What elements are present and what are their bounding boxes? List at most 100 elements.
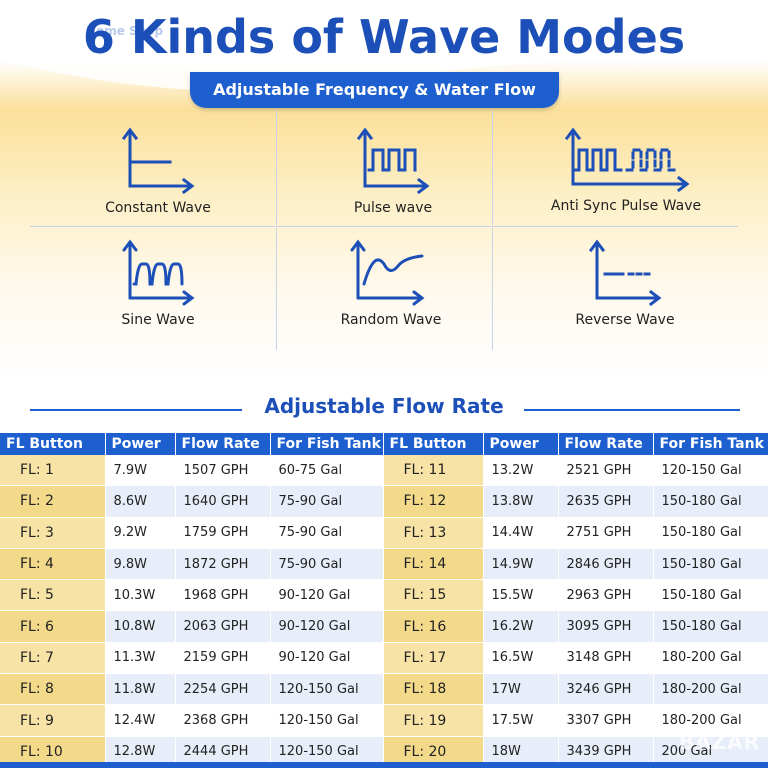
mode-label: Random Wave: [340, 312, 442, 328]
constant-wave-icon: [121, 127, 195, 195]
table-cell: 2963 GPH: [558, 579, 654, 612]
watermark-bottom: BAZAR: [678, 730, 760, 754]
mode-label: Sine Wave: [121, 312, 195, 328]
table-cell: 90-120 Gal: [270, 579, 384, 612]
header-flow-rate: Flow Rate: [558, 433, 654, 455]
table-cell: 10.8W: [105, 610, 176, 643]
header-fl-button: FL Button: [383, 433, 484, 455]
header-power: Power: [105, 433, 176, 455]
table-row: FL: 5 10.3W 1968 GPH 90-120 Gal FL: 15 15.5W 2…: [0, 579, 768, 612]
fl-button-cell: FL: 15: [383, 579, 484, 612]
table-cell: 9.8W: [105, 548, 176, 581]
wave-modes-grid: Constant Wave Pulse wave Anti Sync Pulse…: [0, 110, 768, 350]
table-cell: 120-150 Gal: [270, 673, 384, 706]
table-row: FL: 6 10.8W 2063 GPH 90-120 Gal FL: 16 16.2W 3…: [0, 610, 768, 643]
fl-button-cell: FL: 9: [0, 704, 106, 737]
mode-random-wave: Random Wave: [276, 236, 506, 346]
background-wave: [0, 0, 768, 420]
table-cell: 2159 GPH: [175, 642, 271, 675]
random-wave-icon: [350, 239, 425, 306]
table-cell: 3307 GPH: [558, 704, 654, 737]
fl-button-cell: FL: 13: [383, 517, 484, 549]
table-row: FL: 7 11.3W 2159 GPH 90-120 Gal FL: 17 16.5W 3…: [0, 642, 768, 675]
mode-anti-sync-pulse-wave: Anti Sync Pulse Wave: [511, 124, 741, 234]
table-cell: 120-150 Gal: [270, 704, 384, 737]
grid-divider: [30, 226, 738, 227]
grid-divider: [276, 228, 277, 350]
subtitle-banner: Adjustable Frequency & Water Flow: [190, 72, 559, 108]
grid-divider: [276, 110, 277, 225]
table-cell: 14.4W: [483, 517, 559, 549]
table-cell: 11.8W: [105, 673, 176, 706]
table-cell: 75-90 Gal: [270, 548, 384, 581]
fl-button-cell: FL: 8: [0, 673, 106, 706]
table-cell: 11.3W: [105, 642, 176, 675]
grid-divider: [492, 228, 493, 350]
anti-sync-pulse-wave-icon: [564, 127, 690, 193]
table-cell: 9.2W: [105, 517, 176, 549]
page-title: 6 Kinds of Wave Modes: [82, 10, 686, 64]
table-cell: 10.3W: [105, 579, 176, 612]
table-cell: 75-90 Gal: [270, 485, 384, 518]
table-cell: 150-180 Gal: [653, 517, 768, 549]
table-cell: 150-180 Gal: [653, 485, 768, 518]
table-cell: 120-150 Gal: [653, 455, 768, 487]
table-cell: 1872 GPH: [175, 548, 271, 581]
table-cell: 3246 GPH: [558, 673, 654, 706]
fl-button-cell: FL: 19: [383, 704, 484, 737]
table-cell: 90-120 Gal: [270, 610, 384, 643]
mode-reverse-wave: Reverse Wave: [510, 236, 740, 346]
table-cell: 2063 GPH: [175, 610, 271, 643]
table-cell: 180-200 Gal: [653, 673, 768, 706]
reverse-wave-icon: [588, 239, 662, 307]
header-fish-tank: For Fish Tank: [270, 433, 384, 455]
table-cell: 2846 GPH: [558, 548, 654, 581]
bottom-bar: [0, 762, 768, 768]
fl-button-cell: FL: 18: [383, 673, 484, 706]
table-row: FL: 8 11.8W 2254 GPH 120-150 Gal FL: 18 17W 32…: [0, 673, 768, 706]
table-cell: 8.6W: [105, 485, 176, 518]
table-cell: 17.5W: [483, 704, 559, 737]
table-cell: 180-200 Gal: [653, 704, 768, 737]
mode-label: Reverse Wave: [575, 312, 675, 328]
table-cell: 1507 GPH: [175, 455, 271, 487]
table-cell: 16.2W: [483, 610, 559, 643]
table-cell: 2254 GPH: [175, 673, 271, 706]
fl-button-cell: FL: 1: [0, 455, 106, 487]
table-cell: 2751 GPH: [558, 517, 654, 549]
divider-left: [30, 409, 242, 411]
mode-label: Anti Sync Pulse Wave: [550, 198, 702, 214]
table-cell: 15.5W: [483, 579, 559, 612]
table-cell: 2521 GPH: [558, 455, 654, 487]
fl-button-cell: FL: 12: [383, 485, 484, 518]
fl-button-cell: FL: 5: [0, 579, 106, 612]
table-cell: 3095 GPH: [558, 610, 654, 643]
header-flow-rate: Flow Rate: [175, 433, 271, 455]
table-cell: 12.4W: [105, 704, 176, 737]
flow-rate-table: FL Button Power Flow Rate For Fish Tank …: [0, 433, 768, 768]
table-cell: 14.9W: [483, 548, 559, 581]
header-fl-button: FL Button: [0, 433, 106, 455]
flow-title: Adjustable Flow Rate: [264, 394, 504, 418]
table-cell: 60-75 Gal: [270, 455, 384, 487]
table-row: FL: 3 9.2W 1759 GPH 75-90 Gal FL: 13 14.4W 275…: [0, 517, 768, 549]
fl-button-cell: FL: 11: [383, 455, 484, 487]
table-cell: 1968 GPH: [175, 579, 271, 612]
flow-section-header: Adjustable Flow Rate: [0, 394, 768, 424]
table-cell: 16.5W: [483, 642, 559, 675]
fl-button-cell: FL: 6: [0, 610, 106, 643]
table-row: FL: 1 7.9W 1507 GPH 60-75 Gal FL: 11 13.2W 252…: [0, 455, 768, 487]
mode-constant-wave: Constant Wave: [43, 124, 273, 234]
table-cell: 2368 GPH: [175, 704, 271, 737]
table-row: FL: 9 12.4W 2368 GPH 120-150 Gal FL: 19 17.5W…: [0, 704, 768, 737]
table-cell: 2635 GPH: [558, 485, 654, 518]
pulse-wave-icon: [356, 127, 430, 195]
table-cell: 1640 GPH: [175, 485, 271, 518]
table-cell: 180-200 Gal: [653, 642, 768, 675]
table-row: FL: 4 9.8W 1872 GPH 75-90 Gal FL: 14 14.9W 284…: [0, 548, 768, 581]
watermark-top: Home Shop: [86, 24, 164, 38]
table-cell: 17W: [483, 673, 559, 706]
mode-label: Constant Wave: [105, 200, 211, 216]
fl-button-cell: FL: 14: [383, 548, 484, 581]
header-power: Power: [483, 433, 559, 455]
